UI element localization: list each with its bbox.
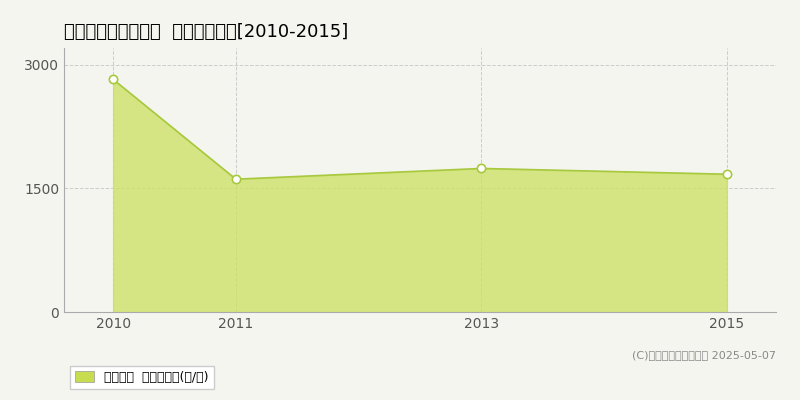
Text: 東田川郡庄内町南野  農地価格推移[2010-2015]: 東田川郡庄内町南野 農地価格推移[2010-2015] bbox=[64, 23, 348, 41]
Point bbox=[475, 165, 488, 172]
Point bbox=[230, 176, 242, 182]
Point bbox=[106, 76, 119, 82]
Legend: 農地価格  平均坪単価(円/坪): 農地価格 平均坪単価(円/坪) bbox=[70, 366, 214, 389]
Text: (C)土地価格ドットコム 2025-05-07: (C)土地価格ドットコム 2025-05-07 bbox=[632, 350, 776, 360]
Point bbox=[721, 171, 734, 178]
